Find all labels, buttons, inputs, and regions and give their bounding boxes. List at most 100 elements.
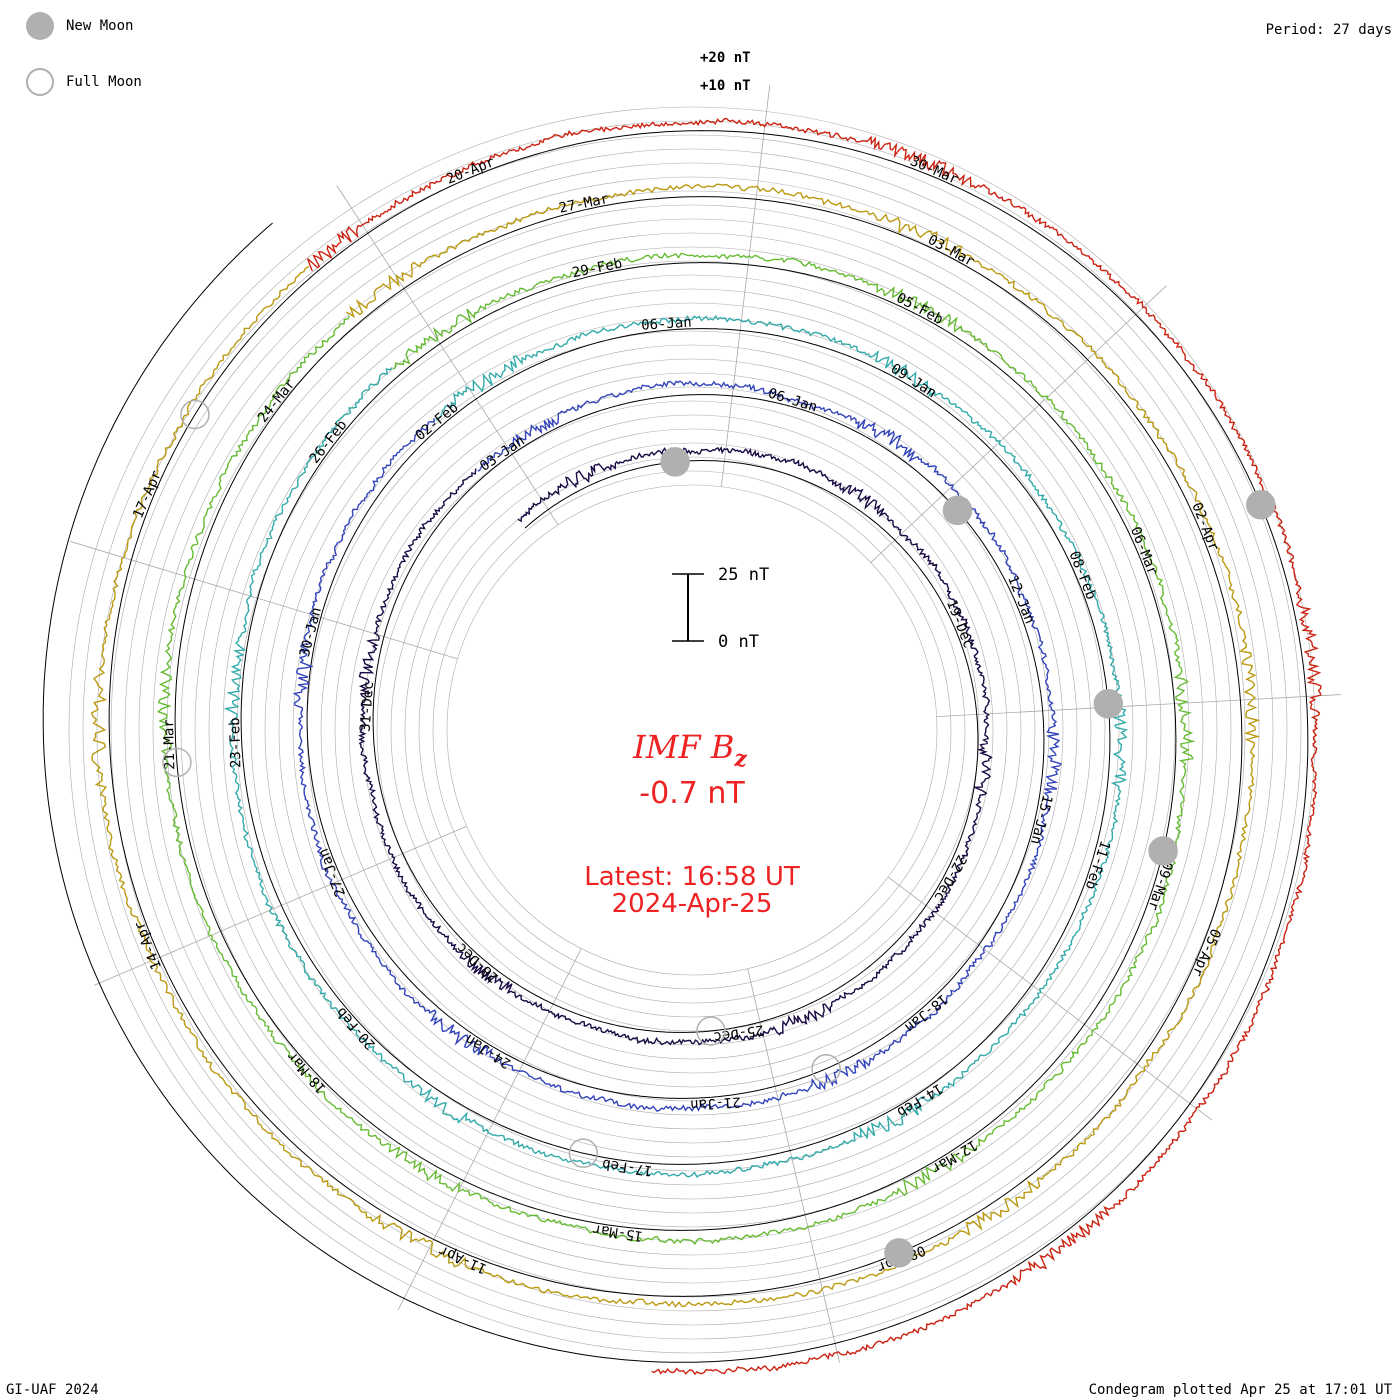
grid-circle (82, 120, 1302, 1340)
date-label: 03-Mar (925, 232, 977, 270)
date-label: 21-Jan (690, 1093, 741, 1112)
date-label: 06-Jan (641, 315, 692, 334)
date-label: 05-Apr (1189, 926, 1224, 979)
date-label: 30-Mar (908, 153, 961, 188)
trace-ring-5 (90, 183, 1261, 1308)
date-label: 05-Feb (894, 290, 946, 328)
grid-circle (432, 470, 952, 990)
new-moon-icon (26, 12, 54, 40)
latest-time: Latest: 16:58 UT (584, 862, 800, 892)
grid-circle (278, 316, 1106, 1144)
grid-circle (362, 400, 1022, 1060)
legend-full-moon: Full Moon (26, 68, 142, 96)
grid-circle (292, 330, 1092, 1130)
grid-circle (390, 428, 994, 1032)
trace-ring-1 (358, 446, 993, 1046)
date-label: 18-Jan (901, 990, 950, 1035)
scale-label-10: +10 nT (700, 78, 751, 94)
scale-label-20: +20 nT (700, 50, 751, 66)
date-label: 31-Dec (358, 681, 378, 733)
legend-full-moon-label: Full Moon (66, 74, 142, 90)
new-moon-marker (884, 1238, 914, 1268)
scale-bar: 25 nT 0 nT (672, 565, 769, 652)
date-label: 08-Feb (1066, 549, 1099, 602)
grid-spoke (94, 825, 467, 986)
date-label: 23-Feb (227, 717, 244, 768)
footer-plot-time: Condegram plotted Apr 25 at 17:01 UT (1088, 1382, 1392, 1398)
traces-layer (42, 117, 1322, 1376)
latest-value: -0.7 nT (639, 776, 745, 811)
full-moon-marker (811, 1053, 841, 1084)
date-label: 02-Feb (412, 400, 461, 445)
date-label: 20-Feb (333, 1004, 379, 1052)
date-label: 02-Apr (1188, 500, 1221, 553)
date-label: 29-Feb (571, 256, 624, 282)
date-label: 18-Mar (284, 1048, 330, 1096)
footer-credit: GI-UAF 2024 (6, 1382, 99, 1398)
period-label: Period: 27 days (1265, 22, 1392, 38)
trace-ring-4 (157, 252, 1196, 1246)
date-label: 30-Jan (297, 606, 325, 659)
new-moon-marker (1246, 490, 1276, 520)
date-label: 22-Dec (930, 852, 969, 904)
new-moon-marker (1093, 689, 1124, 719)
grid-circle (96, 134, 1288, 1326)
full-moon-marker (180, 399, 210, 430)
grid-spoke (397, 948, 582, 1310)
grid-circle (166, 204, 1218, 1256)
date-label: 15-Jan (1027, 793, 1055, 846)
latest-date: 2024-Apr-25 (612, 889, 773, 919)
grid-circle (194, 232, 1190, 1228)
grid-circle (124, 162, 1260, 1298)
legend-new-moon-label: New Moon (66, 18, 134, 34)
grid-circle (404, 442, 980, 1018)
grid-circle (152, 190, 1232, 1270)
grid-circle (222, 260, 1162, 1200)
legend-new-moon: New Moon (26, 12, 133, 40)
grid-spoke (870, 285, 1167, 563)
moon-markers-layer (162, 399, 1276, 1268)
trace-ring-3 (223, 314, 1129, 1178)
baseline-spiral (42, 130, 1309, 1363)
grid-spoke (336, 185, 559, 526)
grid-circle (236, 274, 1148, 1186)
grid-circle (138, 176, 1246, 1284)
new-moon-marker (942, 495, 973, 526)
grid-spoke (887, 876, 1213, 1121)
date-label: 27-Jan (316, 846, 349, 899)
grid-circle (320, 358, 1064, 1102)
scale-bar-top-label: 25 nT (718, 565, 769, 585)
chart-title: IMF Bz (632, 728, 747, 772)
grid-circle (376, 414, 1008, 1046)
grid-circle (110, 148, 1274, 1312)
scale-bar-bottom-label: 0 nT (718, 632, 759, 652)
date-label: 24-Mar (255, 376, 299, 426)
new-moon-marker (660, 447, 690, 477)
date-label: 21-Mar (161, 719, 178, 770)
date-label: 09-Jan (888, 361, 939, 402)
full-moon-marker (568, 1138, 599, 1168)
date-label: 20-Apr (444, 154, 497, 187)
date-label: 28-Dec (454, 939, 502, 985)
trace-ring-2 (292, 380, 1062, 1113)
grid-spoke (720, 84, 771, 487)
grid-circle (418, 456, 966, 1004)
full-moon-marker (696, 1016, 726, 1046)
grid-spoke (936, 694, 1342, 718)
date-label: 12-Mar (928, 1136, 979, 1176)
grid-circle (348, 386, 1036, 1074)
full-moon-marker (162, 747, 192, 778)
grid-circle (446, 484, 938, 976)
full-moon-icon (26, 68, 54, 96)
grid-layer (68, 84, 1342, 1364)
grid-circle (208, 246, 1176, 1214)
date-label: 15-Mar (592, 1221, 644, 1244)
date-label: 11-Feb (1082, 838, 1113, 891)
grid-circle (264, 302, 1120, 1158)
date-label: 25-Dec (712, 1021, 764, 1044)
date-label: 17-Apr (130, 468, 165, 521)
grid-circle (250, 288, 1134, 1172)
date-label: 19-Dec (943, 598, 976, 651)
new-moon-marker (1148, 836, 1178, 866)
